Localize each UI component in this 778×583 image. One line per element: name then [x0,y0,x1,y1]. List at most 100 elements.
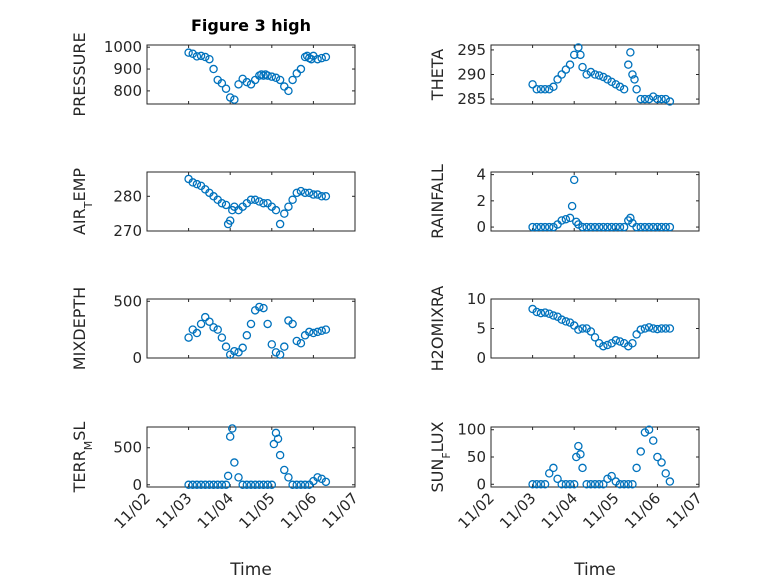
data-point [536,480,546,489]
data-point [576,450,585,459]
data-point [565,213,575,223]
data-point [549,82,558,92]
data-point [549,311,558,320]
data-point [280,465,289,475]
y-tick-label: 800 [113,82,142,100]
data-point [196,319,206,329]
data-point [280,342,289,351]
y-tick-label: 0 [476,349,486,367]
data-point [632,463,641,473]
data-point [615,82,625,92]
data-point [271,73,281,83]
data-point [553,474,562,484]
data-point [317,192,326,201]
data-point [594,222,604,232]
data-point [603,340,612,350]
subplot-pressure: 800 900 1000 PRESSURE [70,32,356,117]
data-point [263,480,272,490]
data-point [653,222,662,232]
y-tick-label: 2 [476,192,486,210]
data-point [188,178,198,187]
data-point [230,95,239,104]
data-point [628,338,637,348]
y-tick-label: 900 [113,60,142,78]
data-point [317,326,326,336]
data-point [557,315,566,324]
data-point [567,201,577,211]
data-point [196,480,206,490]
data-point [661,324,670,333]
data-point [632,330,641,339]
axes-box [146,298,356,359]
data-point [665,222,675,232]
data-point [188,480,198,490]
data-point [578,222,587,232]
data-point [192,328,202,338]
data-point [532,222,542,232]
data-point [242,331,252,340]
data-point [624,480,633,489]
data-point [209,64,218,74]
data-point [576,50,585,60]
data-point [628,480,637,489]
data-point [544,309,554,318]
subplot-theta: 285 290 295 THETA [428,41,700,108]
data-point [246,195,256,205]
data-point [624,216,633,225]
data-point [657,222,666,232]
y-tick-label: 270 [113,222,142,240]
y-tick-label: 5 [476,320,486,338]
data-point [234,473,243,482]
data-point [250,195,260,205]
data-point [267,340,277,349]
data-point [192,52,202,61]
data-point [250,480,260,490]
data-point [661,469,670,478]
x-tick-label: 11/04 [194,489,237,532]
data-point [561,317,571,326]
data-point [536,308,546,318]
data-point [209,480,218,490]
data-point [275,219,285,229]
data-point [284,473,293,482]
y-axis-label: MIXDEPTH [70,287,89,370]
data-point [246,319,256,329]
data-point [230,346,239,356]
subplot-rainfall: 0 2 4 RAINFALL [428,164,700,239]
y-axis-label: PRESSURE [70,32,89,116]
data-point [665,97,675,106]
data-point [263,319,272,329]
axes-box [146,426,356,488]
data-point [255,197,264,206]
x-tick-label: 11/05 [235,489,278,532]
data-point [557,70,566,79]
data-point [640,428,650,437]
data-point [271,205,281,215]
data-point [196,51,206,61]
data-point [574,43,583,52]
data-point [657,324,666,333]
data-point [288,75,297,85]
data-point [292,336,302,346]
data-point [284,202,293,211]
data-point [309,328,318,338]
y-tick-label: 280 [113,187,142,205]
data-point [657,94,666,104]
data-point [259,198,268,208]
data-point [263,71,272,80]
data-point [528,480,537,489]
data-point [184,480,193,490]
data-point [582,480,591,489]
data-point [586,67,596,77]
data-point [255,480,264,490]
data-point [549,463,558,473]
data-point [648,436,658,445]
y-tick-label: 0 [132,476,142,494]
data-point [565,480,575,489]
x-tick-label: 11/03 [496,489,539,532]
subplot-airemp: 270 280 AIRTEMP [70,168,356,240]
data-point [636,325,646,334]
data-point [255,302,264,312]
x-tick-label: 11/06 [621,489,664,532]
